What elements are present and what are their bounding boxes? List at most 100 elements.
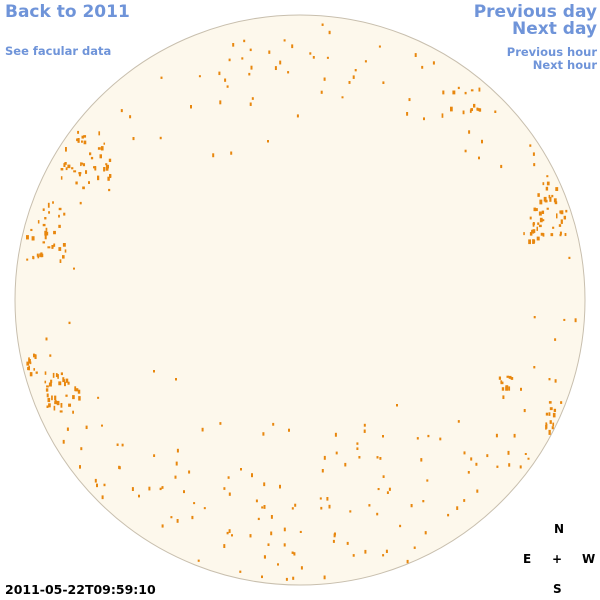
previous-day-link[interactable]: Previous day (473, 2, 597, 22)
facula-speck (478, 87, 481, 92)
facula-speck (344, 462, 347, 467)
facula-speck (62, 243, 66, 247)
facula-speck (501, 387, 505, 391)
facula-speck (464, 91, 467, 95)
facula-speck (481, 139, 483, 144)
facula-speck (201, 427, 204, 432)
facula-speck (352, 554, 355, 557)
next-hour-link[interactable]: Next hour (532, 58, 597, 72)
facula-speck (101, 495, 104, 500)
facula-speck (548, 429, 551, 435)
facula-speck (536, 236, 540, 241)
facula-speck (228, 529, 231, 533)
back-to-year-link[interactable]: Back to 2011 (5, 2, 130, 22)
facula-speck (63, 163, 66, 167)
facula-speck (71, 167, 74, 170)
compass-east: E (523, 552, 532, 566)
facula-speck (29, 372, 33, 377)
facula-speck (94, 166, 97, 171)
facula-speck (60, 168, 64, 171)
facula-speck (486, 454, 489, 458)
facula-speck (422, 500, 425, 503)
facula-speck (227, 476, 230, 479)
facula-speck (533, 366, 536, 369)
facula-speck (552, 412, 556, 418)
facula-speck (35, 371, 38, 374)
facula-speck (62, 255, 65, 259)
facula-speck (78, 396, 81, 401)
facula-speck (279, 484, 281, 489)
facula-speck (27, 366, 30, 371)
facula-speck (54, 401, 58, 405)
facula-speck (103, 142, 106, 145)
facula-speck (176, 448, 179, 453)
facula-speck (89, 152, 92, 156)
facula-speck (533, 316, 536, 319)
facula-speck (37, 220, 40, 224)
facula-speck (197, 559, 200, 562)
facula-speck (249, 534, 252, 538)
facula-speck (520, 387, 522, 391)
facula-speck (93, 166, 96, 169)
facula-speck (363, 429, 366, 433)
facula-speck (386, 491, 389, 494)
facula-speck (249, 102, 252, 106)
facula-speck (508, 375, 512, 379)
facula-speck (396, 404, 398, 407)
facula-speck (51, 395, 53, 401)
facula-speck (505, 385, 509, 390)
facula-speck (495, 433, 498, 438)
facula-speck (272, 422, 275, 426)
facula-speck (565, 209, 568, 213)
facula-speck (239, 570, 242, 573)
facula-speck (502, 395, 505, 400)
facula-speck (538, 211, 542, 216)
facula-speck (212, 153, 215, 158)
facula-speck (468, 130, 471, 134)
facula-speck (94, 478, 97, 483)
facula-speck (328, 30, 331, 35)
facula-speck (75, 181, 78, 185)
facula-speck (190, 105, 192, 109)
facula-speck (58, 214, 60, 218)
facula-speck (555, 187, 559, 191)
previous-hour-link[interactable]: Previous hour (506, 45, 597, 59)
facula-speck (249, 48, 252, 52)
facula-speck (274, 66, 277, 71)
facula-speck (76, 138, 78, 142)
facula-speck (105, 166, 109, 171)
facula-speck (243, 39, 246, 43)
facula-speck (285, 577, 288, 581)
facula-speck (45, 388, 49, 392)
facula-speck (469, 109, 472, 113)
facula-speck (537, 193, 540, 197)
facula-speck (261, 506, 264, 509)
facula-speck (532, 239, 536, 243)
facula-speck (231, 534, 233, 537)
facula-speck (193, 502, 196, 505)
facula-speck (121, 443, 124, 447)
facula-speck (432, 61, 435, 65)
facula-speck (549, 407, 553, 411)
facula-speck (45, 227, 48, 231)
facula-speck (556, 213, 558, 219)
next-day-link[interactable]: Next day (512, 19, 597, 39)
facula-speck (108, 158, 112, 162)
facula-speck (148, 486, 151, 491)
facula-speck (159, 136, 162, 140)
facula-speck (553, 198, 557, 203)
facula-speck (170, 516, 173, 519)
facula-speck (300, 566, 303, 570)
facula-speck (60, 403, 63, 408)
facula-speck (450, 106, 453, 112)
facula-speck (334, 432, 337, 437)
facula-speck (101, 424, 103, 427)
facula-speck (462, 110, 465, 115)
facula-speck (230, 151, 233, 155)
facula-speck (550, 233, 554, 237)
facula-speck (352, 75, 355, 79)
facula-speck (551, 194, 554, 198)
facula-speck (48, 382, 52, 387)
see-facular-data-link[interactable]: See facular data (5, 44, 112, 58)
facula-speck (257, 517, 260, 521)
